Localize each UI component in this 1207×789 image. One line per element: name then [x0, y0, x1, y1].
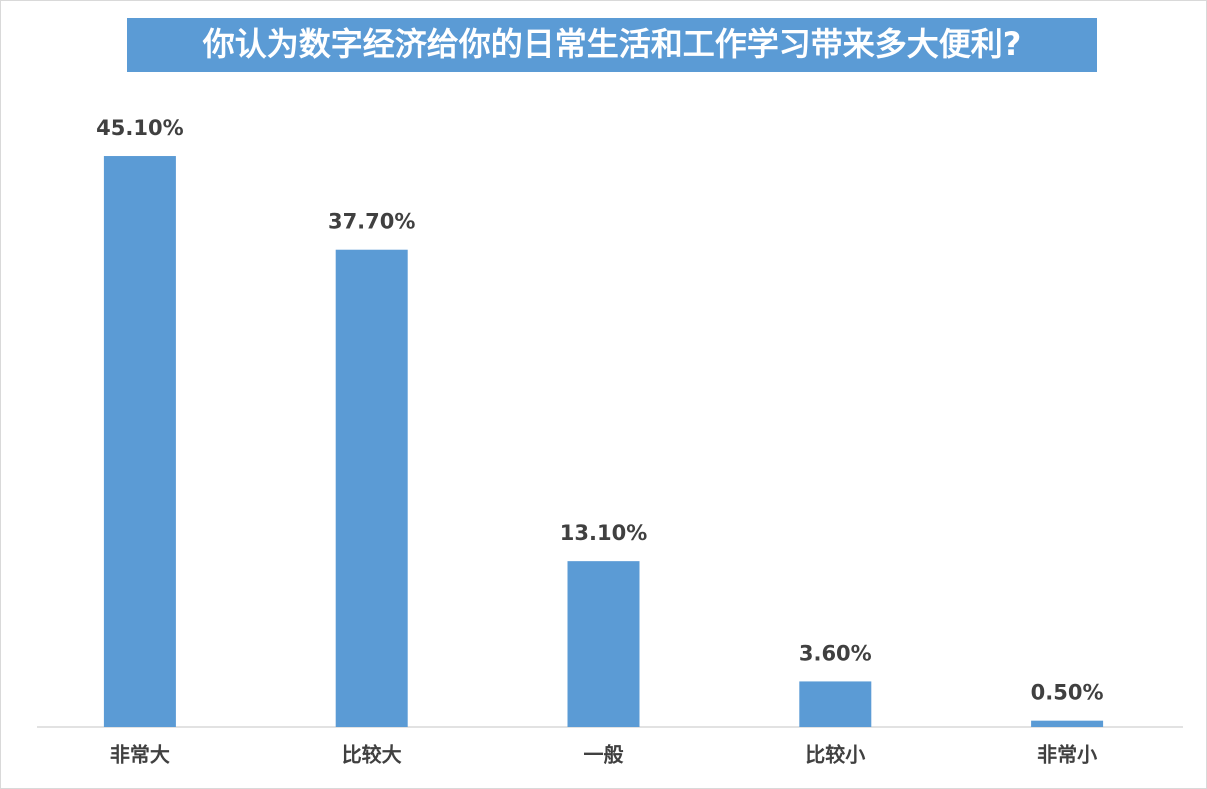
bar: [335, 249, 408, 727]
x-tick-label: 一般: [584, 743, 624, 767]
value-label: 37.70%: [328, 210, 415, 234]
bar: [799, 681, 872, 727]
title-background: [127, 18, 1097, 72]
x-tick-label: 非常大: [110, 743, 170, 767]
value-label: 3.60%: [799, 641, 872, 665]
x-tick-label: 比较小: [805, 743, 865, 767]
value-label: 45.10%: [96, 116, 183, 140]
value-label: 0.50%: [1031, 681, 1104, 705]
x-tick-label: 比较大: [342, 743, 402, 767]
bar: [103, 156, 176, 727]
chart-title: 你认为数字经济给你的日常生活和工作学习带来多大便利?: [202, 25, 1022, 63]
bar: [1031, 720, 1104, 727]
value-label: 13.10%: [560, 521, 647, 545]
x-tick-label: 非常小: [1037, 743, 1097, 767]
bar: [567, 561, 640, 727]
